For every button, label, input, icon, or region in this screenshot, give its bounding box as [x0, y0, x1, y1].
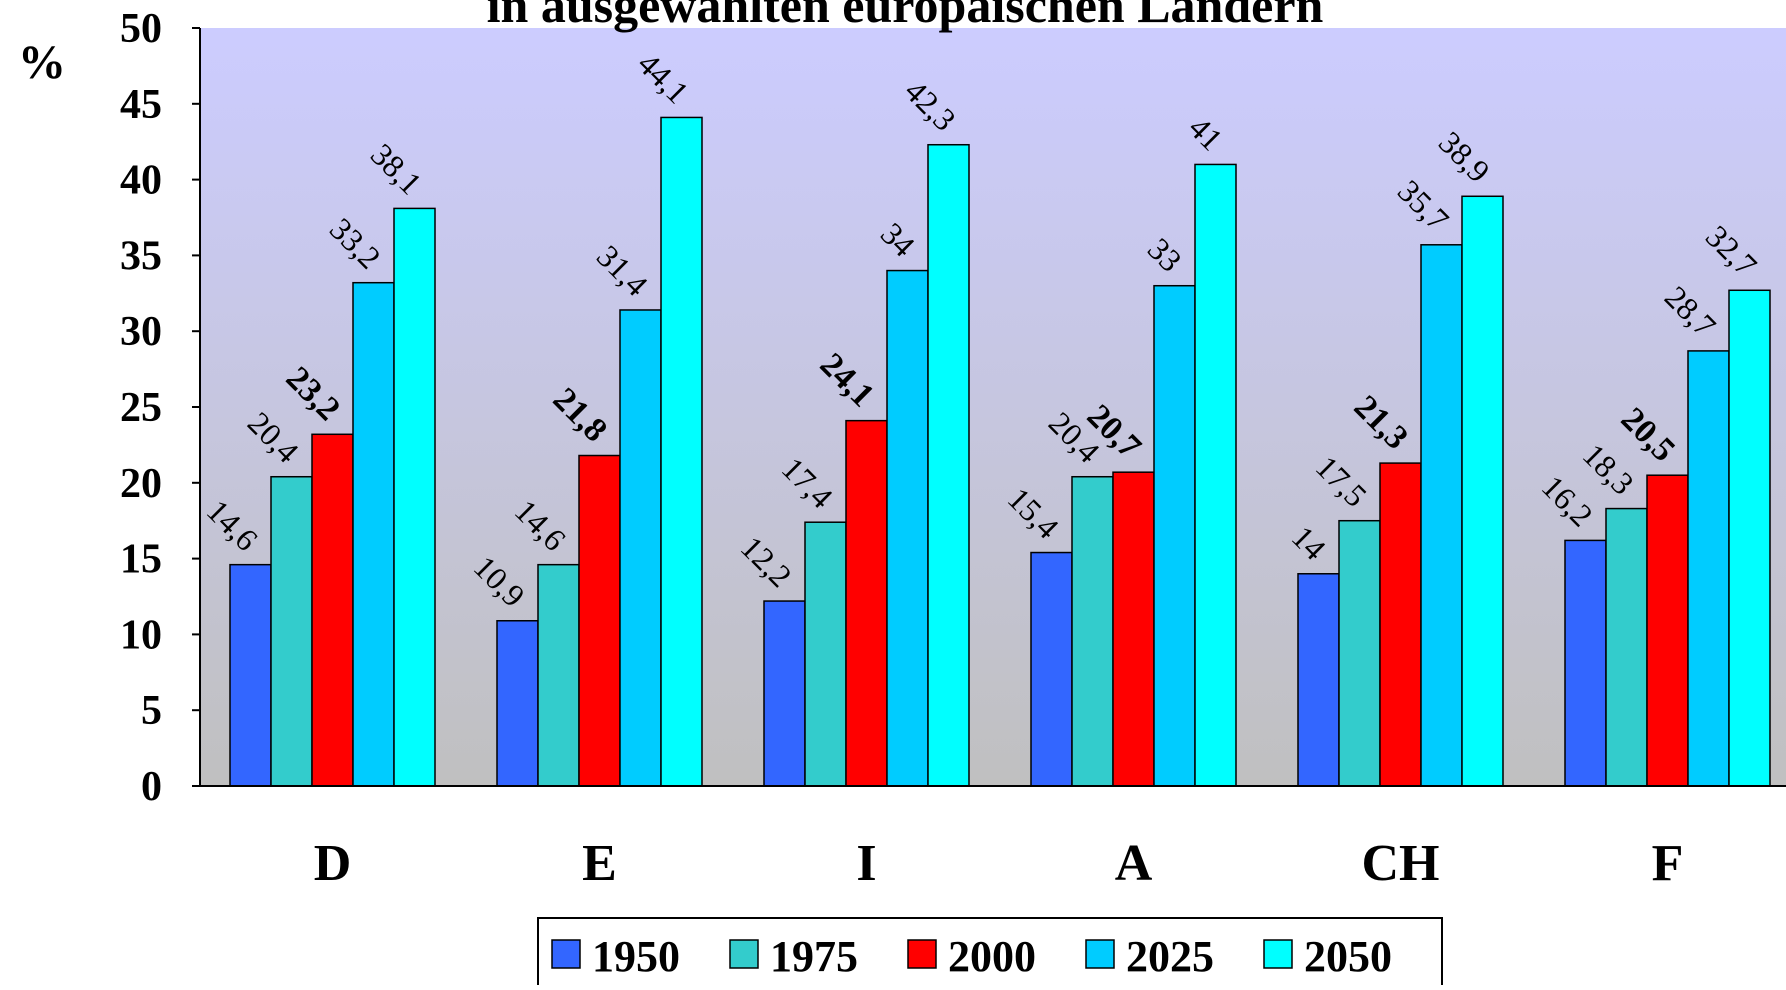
bar-D-2000 — [311, 433, 354, 787]
legend-label-2000: 2000 — [948, 932, 1036, 981]
x-category-label: CH — [1362, 835, 1440, 892]
bar-I-2000 — [845, 419, 888, 787]
bar-CH-2025 — [1420, 244, 1463, 787]
y-tick-label: 40 — [120, 158, 162, 204]
bar-D-1975 — [270, 475, 313, 787]
bar-A-2025 — [1153, 284, 1196, 787]
y-tick-label: 0 — [141, 764, 162, 810]
legend: 1950 1975 2000 2025 2050 — [537, 917, 1443, 990]
y-tick-label: 35 — [120, 233, 162, 279]
bar-F-1975 — [1605, 507, 1648, 787]
bar-I-1975 — [804, 521, 847, 787]
legend-swatch-2000 — [907, 939, 937, 969]
bar-I-2025 — [886, 269, 929, 787]
bar-F-2050 — [1728, 289, 1771, 787]
y-axis-unit-label: % — [18, 36, 66, 89]
bar-E-2000 — [578, 454, 621, 787]
bar-A-1975 — [1071, 475, 1114, 787]
bar-F-2000 — [1646, 474, 1689, 787]
bar-E-2025 — [619, 309, 662, 787]
bars-layer — [229, 116, 1771, 787]
y-tick-label: 30 — [120, 309, 162, 355]
bar-E-1975 — [537, 563, 580, 787]
axes-layer: 0 5 10 15 20 25 30 35 40 45 50 D E I A CH F — [120, 6, 1786, 892]
legend-swatch-1975 — [729, 939, 759, 969]
legend-label-2025: 2025 — [1126, 932, 1214, 981]
bar-CH-1950 — [1297, 573, 1340, 787]
x-category-label: F — [1652, 835, 1684, 892]
y-tick-label: 50 — [120, 6, 162, 52]
bar-A-1950 — [1030, 551, 1073, 787]
bar-F-2025 — [1687, 350, 1730, 787]
bar-D-2050 — [393, 207, 436, 787]
plot-area — [200, 28, 1786, 786]
y-tick-label: 25 — [120, 385, 162, 431]
legend-swatch-2050 — [1263, 939, 1293, 969]
legend-label-1950: 1950 — [592, 932, 680, 981]
x-category-label: D — [314, 835, 352, 892]
bar-I-1950 — [763, 600, 806, 787]
legend-label-1975: 1975 — [770, 932, 858, 981]
bar-A-2000 — [1112, 471, 1155, 787]
bar-I-2050 — [927, 143, 970, 787]
x-category-label: A — [1115, 835, 1153, 892]
bar-CH-1975 — [1338, 519, 1381, 787]
bar-CH-2050 — [1461, 195, 1504, 787]
y-tick-label: 10 — [120, 612, 162, 658]
bar-A-2050 — [1194, 163, 1237, 787]
chart-title: in ausgewählten europäischen Ländern — [487, 0, 1324, 33]
y-tick-label: 20 — [120, 461, 162, 507]
bar-F-1950 — [1564, 539, 1607, 787]
y-tick-label: 15 — [120, 537, 162, 583]
bar-E-1950 — [496, 620, 539, 787]
bar-D-1950 — [229, 563, 272, 787]
bar-CH-2000 — [1379, 462, 1422, 787]
legend-swatch-1950 — [551, 939, 581, 969]
x-category-label: E — [582, 835, 617, 892]
x-category-label: I — [856, 835, 876, 892]
legend-label-2050: 2050 — [1304, 932, 1392, 981]
y-tick-label: 45 — [120, 82, 162, 128]
y-tick-label: 5 — [141, 688, 162, 734]
bar-D-2025 — [352, 281, 395, 787]
bar-E-2050 — [660, 116, 703, 787]
legend-swatch-2025 — [1085, 939, 1115, 969]
